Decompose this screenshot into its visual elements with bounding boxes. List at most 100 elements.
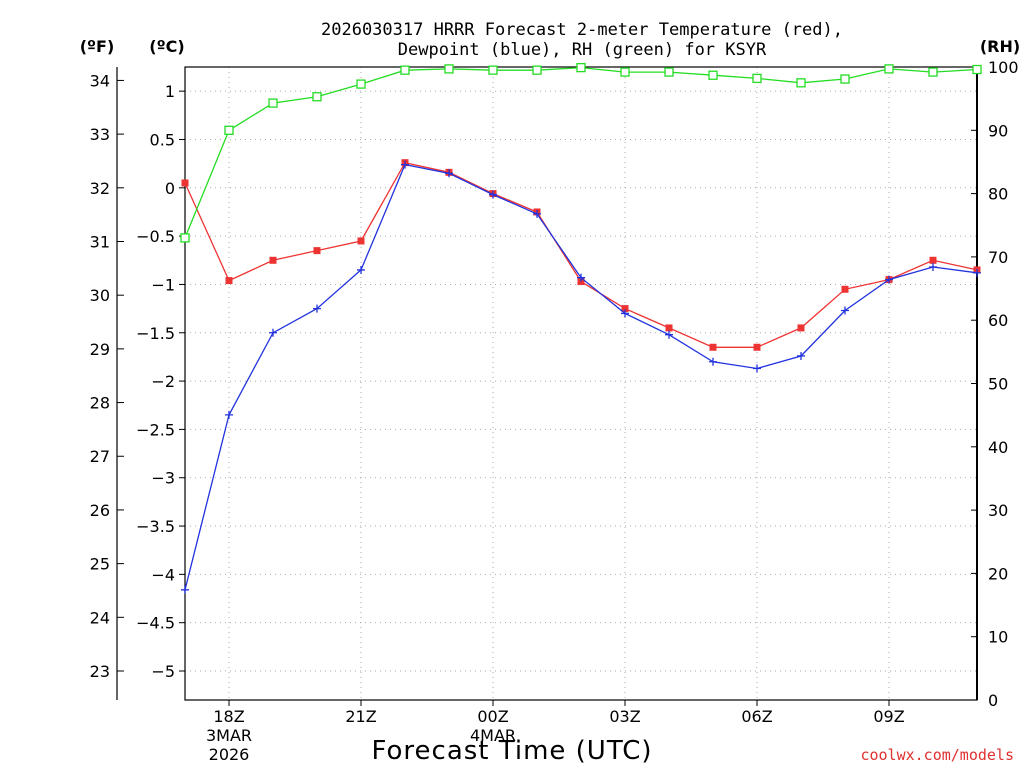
axes: 1 0.5 0 −0.5 −1 −1.5 −2 −2.5 −3 −3.5 −4 −4.5 −5 34 33 3…: [90, 58, 1019, 764]
chart-title-line2: Dewpoint (blue), RH (green) for KSYR: [398, 40, 767, 60]
dewpoint-point: [841, 306, 849, 315]
celsius-unit-label: (ºC): [149, 37, 184, 56]
rh-tick-label: 80: [988, 185, 1008, 204]
rh-point: [972, 64, 982, 75]
dewpoint-point: [181, 585, 189, 594]
dewpoint-point: [533, 209, 541, 218]
fahrenheit-tick-label: 27: [90, 447, 110, 466]
temperature-point: [797, 324, 805, 332]
rh-point: [928, 67, 938, 77]
fahrenheit-tick-label: 25: [90, 555, 110, 574]
dewpoint-point: [753, 364, 761, 373]
temperature-line: [184, 161, 978, 348]
celsius-tick-label: −0.5: [136, 227, 175, 246]
rh-point: [268, 98, 278, 108]
x-tick-date-label: 4MAR: [470, 726, 516, 745]
fahrenheit-tick-label: 31: [90, 232, 110, 251]
celsius-tick-label: −3.5: [136, 517, 175, 536]
dewpoint-point: [577, 273, 585, 282]
rh-tick-label: 30: [988, 501, 1008, 520]
rh-point: [488, 65, 498, 75]
temperature-point: [753, 343, 761, 351]
celsius-tick-label: −4: [151, 565, 175, 584]
rh-point: [664, 67, 674, 77]
fahrenheit-tick-label: 32: [90, 179, 110, 198]
dewpoint-point: [445, 169, 453, 178]
rh-point: [400, 65, 410, 75]
rh-point: [356, 79, 366, 89]
fahrenheit-tick-label: 29: [90, 340, 110, 359]
temperature-point: [181, 179, 189, 187]
rh-point: [180, 233, 190, 243]
temperature-point: [313, 247, 321, 255]
rh-tick-label: 20: [988, 564, 1008, 583]
rh-tick-label: 90: [988, 121, 1008, 140]
dewpoint-point: [709, 357, 717, 366]
x-tick-label: 00Z: [477, 707, 508, 726]
rh-unit-label: (RH): [980, 37, 1020, 56]
dewpoint-point: [269, 328, 277, 337]
temperature-point: [709, 343, 717, 351]
rh-point: [884, 64, 894, 74]
x-tick-label: 21Z: [345, 707, 376, 726]
x-axis-title: Forecast Time (UTC): [371, 736, 652, 766]
rh-point: [576, 62, 586, 73]
watermark-text: coolwx.com/models: [860, 746, 1014, 764]
x-tick-label: 06Z: [741, 707, 772, 726]
temperature-point: [225, 277, 233, 285]
temperature-point: [929, 256, 937, 264]
rh-point: [620, 67, 630, 77]
rh-tick-label: 60: [988, 311, 1008, 330]
celsius-tick-label: −2: [151, 372, 175, 391]
rh-tick-label: 0: [988, 691, 998, 710]
celsius-tick-label: −3: [151, 469, 175, 488]
temperature-point: [269, 256, 277, 264]
dewpoint-point: [885, 275, 893, 284]
dewpoint-point: [225, 410, 233, 419]
x-tick-year-label: 2026: [209, 745, 250, 764]
rh-tick-label: 10: [988, 628, 1008, 647]
x-tick-date-label: 3MAR: [206, 726, 252, 745]
temperature-point: [357, 237, 365, 245]
fahrenheit-tick-label: 24: [90, 608, 110, 627]
rh-point: [796, 78, 806, 88]
fahrenheit-tick-label: 33: [90, 125, 110, 144]
fahrenheit-tick-label: 30: [90, 286, 110, 305]
temperature-point: [621, 305, 629, 313]
rh-point: [312, 92, 322, 102]
celsius-tick-label: −1.5: [136, 324, 175, 343]
dewpoint-point: [489, 190, 497, 199]
gridlines: [185, 67, 977, 700]
rh-tick-label: 50: [988, 375, 1008, 394]
rh-tick-label: 40: [988, 438, 1008, 457]
celsius-tick-label: 1: [165, 82, 175, 101]
fahrenheit-unit-label: (ºF): [80, 37, 115, 56]
dewpoint-point: [401, 160, 409, 169]
celsius-tick-label: −2.5: [136, 420, 175, 439]
dewpoint-point: [665, 330, 673, 339]
rh-point: [840, 74, 850, 84]
dewpoint-point: [797, 351, 805, 360]
celsius-tick-label: 0: [165, 179, 175, 198]
rh-point: [752, 73, 762, 84]
rh-tick-label: 100: [988, 58, 1019, 77]
rh-tick-label: 70: [988, 248, 1008, 267]
x-tick-label: 18Z: [213, 707, 244, 726]
rh-point: [444, 64, 454, 74]
fahrenheit-tick-label: 26: [90, 501, 110, 520]
temperature-point: [841, 285, 849, 293]
rh-point: [708, 70, 718, 80]
celsius-tick-label: −4.5: [136, 614, 175, 633]
dewpoint-point: [929, 263, 937, 272]
dewpoint-point: [313, 304, 321, 313]
fahrenheit-tick-label: 34: [90, 71, 110, 90]
temperature-point: [665, 324, 673, 332]
celsius-tick-label: −5: [151, 662, 175, 681]
dewpoint-point: [973, 268, 981, 277]
x-tick-label: 03Z: [609, 707, 640, 726]
dewpoint-point: [357, 265, 365, 274]
chart-title-line1: 2026030317 HRRR Forecast 2-meter Tempera…: [321, 20, 843, 40]
plot-frame: [184, 66, 978, 701]
fahrenheit-tick-label: 23: [90, 662, 110, 681]
